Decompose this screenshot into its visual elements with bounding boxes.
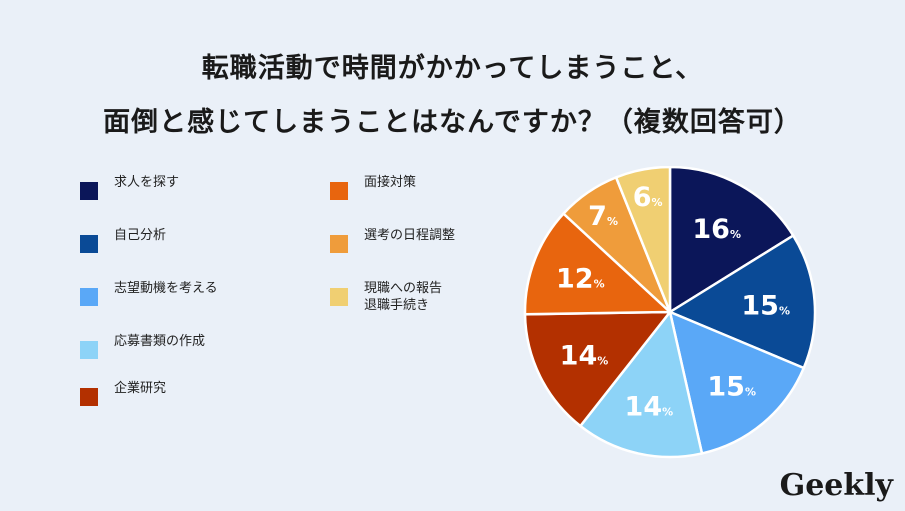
legend-swatch — [80, 182, 98, 200]
pie-slice — [667, 233, 817, 370]
legend-item: 面接対策 — [330, 174, 416, 200]
pie-slice — [614, 166, 672, 313]
legend-item: 自己分析 — [80, 227, 166, 253]
pie-slice — [578, 309, 704, 459]
legend-swatch — [330, 235, 348, 253]
legend-swatch — [330, 182, 348, 200]
slice-value-label: 16% — [692, 214, 741, 245]
legend-label: 面接対策 — [364, 175, 417, 190]
pie-slice — [668, 166, 795, 315]
geekly-logo: Geekly — [779, 468, 893, 503]
slice-value-label: 7% — [588, 201, 618, 232]
legend-label: 自己分析 — [114, 228, 167, 243]
slice-value-label: 6% — [633, 182, 663, 213]
pie-slice — [523, 310, 673, 428]
slice-value-label: 14% — [625, 392, 674, 423]
pie-chart: 16% 15% 15% 14% 14% 12% 7% 6% — [523, 166, 817, 459]
legend-item: 応募書類の作成 — [80, 333, 205, 359]
legend-label: 選考の日程調整 — [364, 228, 456, 243]
legend-item: 企業研究 — [80, 380, 166, 406]
slice-value-label: 12% — [556, 264, 605, 295]
slice-value-label: 15% — [741, 290, 790, 321]
legend-swatch — [80, 235, 98, 253]
pie-slice — [668, 309, 806, 455]
slice-value-label: 14% — [560, 341, 609, 372]
legend-swatch — [80, 288, 98, 306]
legend-label: 応募書類の作成 — [114, 334, 206, 349]
legend-label: 現職への報告 退職手続き — [364, 281, 443, 313]
legend-swatch — [330, 288, 348, 306]
chart-subtitle: 面倒と感じてしまうことはなんですか？（複数回答可） — [103, 107, 802, 138]
legend-label: 企業研究 — [114, 381, 167, 396]
legend-item: 現職への報告 退職手続き — [330, 280, 442, 314]
chart-title: 転職活動で時間がかかってしまうこと、 — [201, 53, 704, 84]
slice-value-label: 15% — [707, 372, 756, 403]
legend-swatch — [80, 388, 98, 406]
legend-item: 選考の日程調整 — [330, 227, 455, 253]
legend-item: 求人を探す — [80, 174, 179, 200]
legend-item: 志望動機を考える — [80, 280, 218, 306]
legend-swatch — [80, 341, 98, 359]
legend-label: 求人を探す — [114, 175, 180, 190]
pie-slice — [523, 211, 674, 316]
legend-label: 志望動機を考える — [114, 281, 218, 296]
